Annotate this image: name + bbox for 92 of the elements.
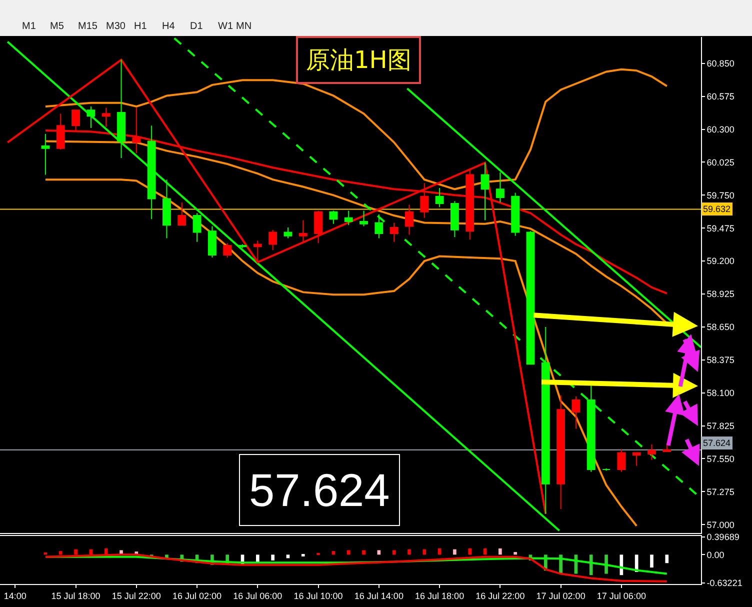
y-tick-label: 59.475	[706, 223, 734, 234]
bar	[468, 548, 472, 555]
x-tick-label: 16 Jul 02:00	[172, 590, 222, 601]
candlestick	[178, 202, 186, 226]
candlestick	[420, 182, 429, 218]
y-tick-label: 58.375	[706, 355, 734, 366]
candlestick	[284, 227, 292, 239]
bar	[362, 550, 366, 555]
bar	[650, 554, 654, 568]
y-tick-label: 57.275	[706, 486, 734, 497]
bar	[346, 550, 350, 555]
bar	[453, 549, 456, 555]
y-tick-label: 57.000	[706, 520, 734, 530]
annotation: 57.624	[249, 464, 390, 516]
bar	[301, 554, 305, 556]
text: H4	[162, 21, 176, 32]
y-tick-label: 57.825	[706, 420, 734, 431]
candlestick	[162, 179, 171, 239]
bar	[392, 550, 396, 555]
bar	[271, 554, 274, 560]
y-tick-label: 60.575	[706, 91, 734, 102]
candlestick	[556, 394, 566, 510]
candlestick	[147, 125, 156, 220]
candlestick	[268, 229, 278, 251]
candlestick	[405, 204, 414, 236]
y-tick-label: 59.750	[706, 190, 734, 200]
candlestick	[602, 468, 610, 472]
candlestick	[617, 448, 626, 472]
candlestick	[208, 226, 216, 258]
candlestick	[374, 214, 384, 239]
candlestick	[344, 210, 353, 226]
candlestick	[511, 192, 520, 236]
y-tick-label: 58.100	[706, 388, 734, 398]
x-tick-label: 17 Jul 06:00	[596, 590, 646, 601]
text: H1	[134, 21, 148, 32]
text: MN	[236, 21, 252, 32]
candlestick	[632, 452, 641, 466]
candlestick	[117, 59, 126, 159]
ref-line-label: 57.624	[703, 438, 731, 448]
bar	[498, 548, 502, 555]
x-tick-label: 16 Jul 18:00	[415, 590, 464, 601]
text: M1	[22, 21, 36, 32]
candlestick	[192, 212, 202, 242]
y-tick-label: 57.550	[706, 454, 734, 464]
candlestick	[572, 396, 580, 430]
candlestick	[496, 172, 504, 203]
y-tick-label: 0.39689	[706, 532, 740, 542]
y-tick-label: 60.025	[706, 157, 734, 168]
x-tick-label: 14:00	[4, 590, 26, 601]
bar	[514, 552, 517, 555]
y-tick-label: -0.63221	[706, 578, 742, 588]
bar	[408, 549, 411, 555]
bar	[422, 549, 426, 555]
x-tick-label: 15 Jul 22:00	[112, 590, 161, 601]
candlestick	[466, 168, 474, 240]
x-tick-label: 16 Jul 10:00	[294, 590, 343, 601]
candlestick	[450, 200, 459, 238]
bar	[377, 550, 381, 555]
y-tick-label: 58.925	[706, 289, 734, 300]
candlestick	[223, 242, 232, 258]
x-tick-label: 16 Jul 06:00	[233, 590, 282, 601]
candlestick	[586, 385, 596, 472]
ref-line-label: 59.632	[703, 204, 731, 214]
text: M30	[106, 21, 126, 32]
candlestick	[86, 106, 96, 129]
text: D1	[190, 21, 204, 32]
candlestick	[298, 220, 308, 242]
candlestick	[390, 222, 398, 242]
y-tick-label: 0.00	[706, 550, 724, 560]
candlestick	[526, 230, 535, 365]
candlestick	[329, 210, 338, 224]
candlestick	[102, 107, 110, 128]
text: M5	[50, 21, 64, 32]
text: M15	[78, 21, 98, 32]
candlestick	[253, 240, 262, 263]
candlestick	[480, 162, 490, 221]
candlestick	[360, 210, 368, 227]
chart-title: 原油1H图	[306, 46, 412, 74]
y-tick-label: 59.200	[706, 256, 734, 266]
bar	[665, 554, 669, 564]
text: W1	[218, 21, 234, 32]
y-tick-label: 58.650	[706, 322, 734, 332]
candlestick	[314, 210, 323, 244]
x-tick-label: 16 Jul 14:00	[354, 590, 404, 601]
candlestick	[435, 187, 444, 208]
candlestick	[41, 134, 50, 176]
x-tick-label: 17 Jul 02:00	[536, 590, 586, 601]
y-tick-label: 60.850	[706, 58, 734, 69]
x-tick-label: 16 Jul 22:00	[476, 590, 525, 601]
candlestick	[648, 444, 656, 460]
x-tick-label: 15 Jul 18:00	[51, 590, 100, 601]
y-tick-label: 60.300	[706, 124, 734, 134]
